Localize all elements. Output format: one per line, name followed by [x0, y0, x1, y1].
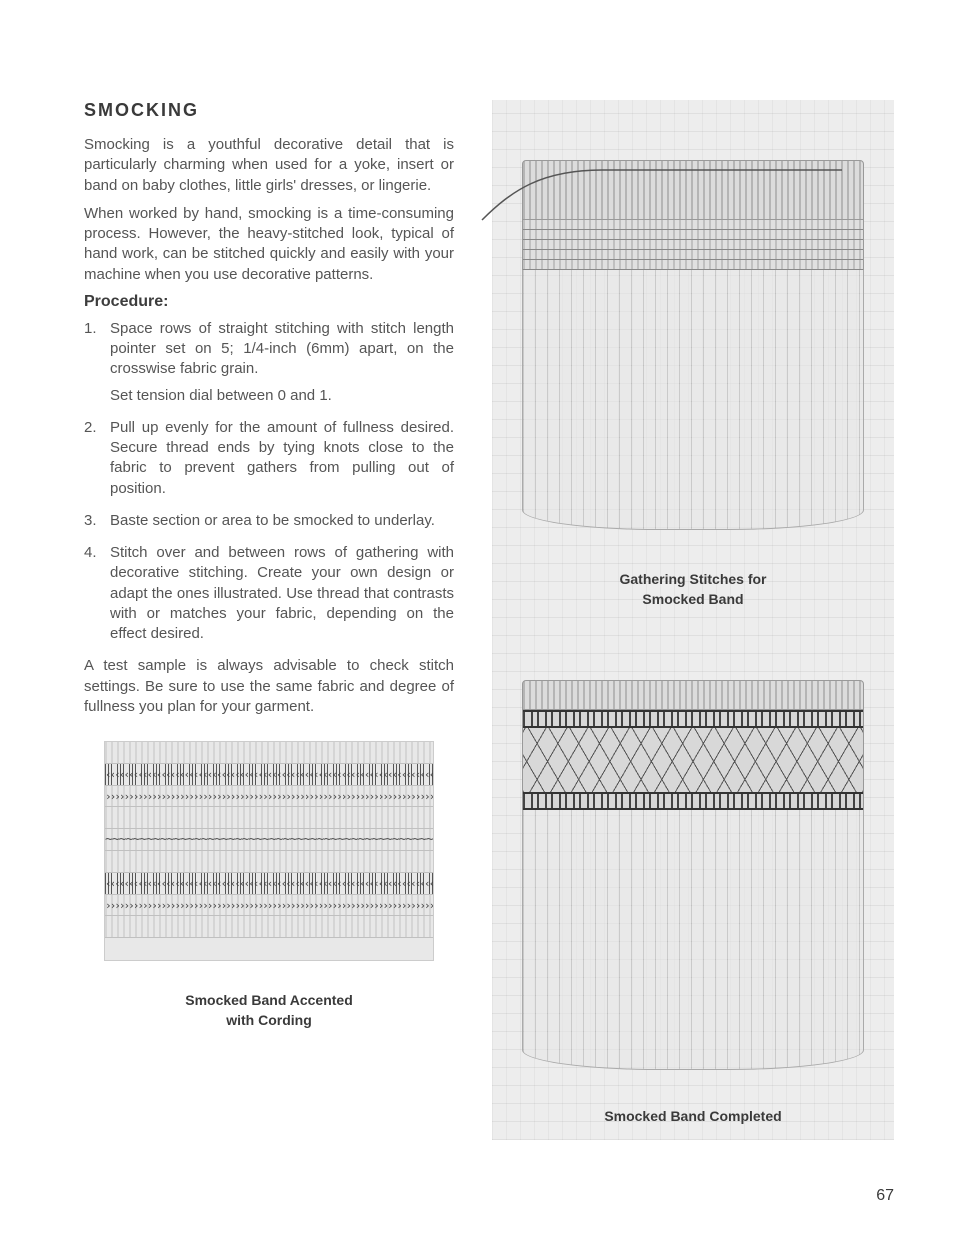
needle-thread-icon [482, 140, 824, 180]
fabric-row-chevron: ››››››››››››››››››››››››››››››››››››››››… [105, 786, 433, 808]
fabric-row-wave: ~~~~~~~~~~~~~~~~~~~~~~~~~~~~~~~~~~~~~~~~… [105, 829, 433, 851]
fabric-row-chevron: ››››››››››››››››››››››››››››››››››››››››… [105, 895, 433, 917]
caption-line: Smocked Band Accented [185, 992, 353, 1008]
procedure-step-4: Stitch over and between rows of gatherin… [84, 543, 454, 644]
closing-paragraph: A test sample is always advisable to che… [84, 656, 454, 717]
fabric-skirt [522, 270, 864, 530]
left-column: SMOCKING Smocking is a youthful decorati… [84, 100, 454, 1140]
figure-caption-completed: Smocked Band Completed [492, 1108, 894, 1124]
procedure-step-2: Pull up evenly for the amount of fullnes… [84, 418, 454, 499]
figure-caption-gathering: Gathering Stitches for Smocked Band [492, 570, 894, 609]
illustration-panel: Gathering Stitches for Smocked Band Smoc… [492, 100, 894, 1140]
fabric-row [105, 851, 433, 873]
stitch-rows [522, 220, 864, 270]
caption-line: Smocked Band [642, 591, 743, 607]
right-column: Gathering Stitches for Smocked Band Smoc… [492, 100, 894, 1140]
fabric-row-chevron: ‹‹‹‹‹‹‹‹‹‹‹‹‹‹‹‹‹‹‹‹‹‹‹‹‹‹‹‹‹‹‹‹‹‹‹‹‹‹‹‹… [105, 873, 433, 895]
page-columns: SMOCKING Smocking is a youthful decorati… [84, 100, 894, 1140]
illustration-smocked-completed [522, 680, 864, 1070]
fabric-sample-illustration: ‹‹‹‹‹‹‹‹‹‹‹‹‹‹‹‹‹‹‹‹‹‹‹‹‹‹‹‹‹‹‹‹‹‹‹‹‹‹‹‹… [104, 741, 434, 961]
intro-paragraph-1: Smocking is a youthful decorative detail… [84, 135, 454, 196]
illustration-gathering-stitches [522, 160, 864, 530]
intro-paragraph-2: When worked by hand, smocking is a time-… [84, 204, 454, 285]
procedure-step-1: Space rows of straight stitching with st… [84, 319, 454, 406]
procedure-heading: Procedure: [84, 293, 454, 311]
procedure-list: Space rows of straight stitching with st… [84, 319, 454, 645]
smocked-decorative-band [522, 710, 864, 810]
honeycomb-stitch [523, 728, 863, 792]
fabric-row [105, 742, 433, 764]
caption-line: Gathering Stitches for [619, 571, 766, 587]
caption-line: with Cording [226, 1012, 312, 1028]
step-subtext: Set tension dial between 0 and 1. [110, 386, 454, 406]
section-title: SMOCKING [84, 100, 454, 121]
gathered-edge [522, 680, 864, 710]
procedure-step-3: Baste section or area to be smocked to u… [84, 511, 454, 531]
fabric-row [105, 916, 433, 938]
deco-border-bottom [523, 792, 863, 810]
deco-border-top [523, 710, 863, 728]
figure-caption-cording: Smocked Band Accented with Cording [104, 991, 434, 1030]
figure-smocked-band-cording: ‹‹‹‹‹‹‹‹‹‹‹‹‹‹‹‹‹‹‹‹‹‹‹‹‹‹‹‹‹‹‹‹‹‹‹‹‹‹‹‹… [104, 741, 434, 1030]
fabric-skirt [522, 810, 864, 1070]
fabric-row-chevron: ‹‹‹‹‹‹‹‹‹‹‹‹‹‹‹‹‹‹‹‹‹‹‹‹‹‹‹‹‹‹‹‹‹‹‹‹‹‹‹‹… [105, 764, 433, 786]
page-number: 67 [876, 1187, 894, 1205]
step-text: Space rows of straight stitching with st… [110, 320, 454, 378]
fabric-row [105, 807, 433, 829]
